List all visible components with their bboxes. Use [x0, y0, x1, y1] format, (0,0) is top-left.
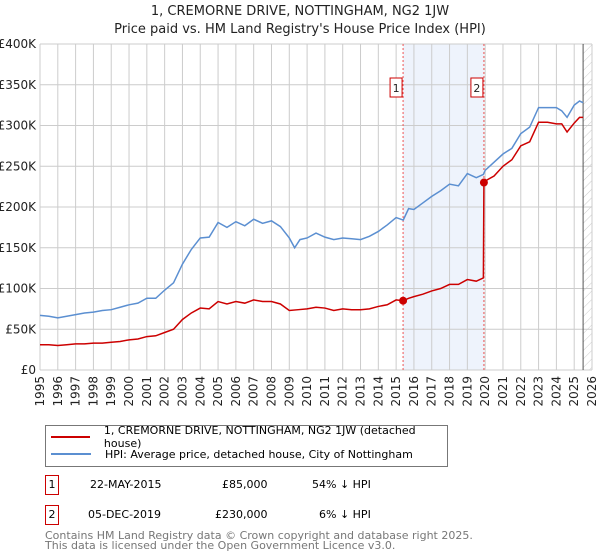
footer-line-1: Contains HM Land Registry data © Crown c… — [45, 529, 473, 542]
x-tick-label: 2020 — [478, 376, 492, 407]
x-tick-label: 2009 — [282, 376, 296, 407]
y-tick-label: £300K — [0, 119, 37, 133]
x-tick-label: 2004 — [193, 376, 207, 407]
x-tick-label: 2017 — [425, 376, 439, 407]
x-tick-label: 2008 — [264, 376, 278, 407]
legend-item-hpi: HPI: Average price, detached house, City… — [46, 446, 413, 462]
x-tick-label: 2024 — [549, 376, 563, 407]
sale-hpi-diff: 6% ↓ HPI — [319, 508, 371, 521]
series-line — [40, 116, 584, 347]
x-tick-label: 1995 — [33, 376, 47, 407]
price-chart: £0 £50K £100K £150K £200K £250K £300K £350K £400… — [0, 37, 599, 407]
legend: 1, CREMORNE DRIVE, NOTTINGHAM, NG2 1JW (… — [45, 424, 448, 467]
sale-point — [399, 296, 408, 305]
x-tick-label: 2026 — [585, 376, 599, 407]
annotation-box — [470, 77, 484, 98]
sale-marker-badge: 2 — [45, 505, 59, 525]
sale-price: £230,000 — [215, 508, 268, 521]
sale-point — [479, 178, 488, 187]
x-tick-label: 2014 — [371, 376, 385, 407]
chart-subtitle: Price paid vs. HM Land Registry's House … — [114, 22, 486, 37]
annotation-label: 2 — [473, 82, 480, 95]
y-tick-label: £50K — [5, 322, 37, 336]
x-tick-label: 2012 — [336, 376, 350, 407]
x-tick-label: 2005 — [211, 376, 225, 407]
x-tick-label: 1998 — [86, 376, 100, 407]
y-tick-label: £0 — [21, 363, 36, 377]
x-tick-label: 1997 — [69, 376, 83, 407]
annotation-box — [389, 77, 403, 98]
footer-line-2: This data is licensed under the Open Gov… — [45, 539, 396, 552]
sale-date: 22-MAY-2015 — [90, 478, 162, 491]
footer: Contains HM Land Registry data © Crown c… — [45, 529, 473, 552]
x-tick-label: 2022 — [514, 376, 528, 407]
y-tick-label: £250K — [0, 159, 37, 173]
x-tick-label: 2006 — [229, 376, 243, 407]
chart-title: 1, CREMORNE DRIVE, NOTTINGHAM, NG2 1JW — [150, 4, 450, 19]
x-tick-label: 2003 — [175, 376, 189, 407]
x-tick-label: 2016 — [407, 376, 421, 407]
legend-blue-line — [51, 453, 91, 455]
x-tick-label: 2023 — [532, 376, 546, 407]
y-tick-label: £400K — [0, 37, 37, 51]
x-tick-label: 2011 — [318, 376, 332, 407]
y-tick-label: £200K — [0, 200, 37, 214]
legend-item-property: 1, CREMORNE DRIVE, NOTTINGHAM, NG2 1JW (… — [46, 424, 447, 450]
x-tick-label: 2010 — [300, 376, 314, 407]
annotation-label: 1 — [393, 82, 400, 95]
sale-hpi-diff: 54% ↓ HPI — [312, 478, 371, 491]
x-tick-label: 2021 — [496, 376, 510, 407]
x-tick-label: 2015 — [389, 376, 403, 407]
table-row: 1 22-MAY-2015 £85,000 54% ↓ HPI — [45, 475, 445, 495]
y-tick-label: £350K — [0, 78, 37, 92]
x-tick-label: 2000 — [122, 376, 136, 407]
x-tick-label: 2019 — [460, 376, 474, 407]
x-tick-label: 2018 — [443, 376, 457, 407]
sale-price: £85,000 — [222, 478, 268, 491]
x-tick-label: 2025 — [567, 376, 581, 407]
x-tick-label: 1999 — [104, 376, 118, 407]
table-row: 2 05-DEC-2019 £230,000 6% ↓ HPI — [45, 505, 445, 525]
x-tick-label: 1996 — [51, 376, 65, 407]
sale-date: 05-DEC-2019 — [88, 508, 162, 521]
x-tick-label: 2002 — [158, 376, 172, 407]
legend-label: 1, CREMORNE DRIVE, NOTTINGHAM, NG2 1JW (… — [103, 424, 416, 450]
y-tick-label: £150K — [0, 241, 37, 255]
legend-red-line — [51, 436, 90, 438]
x-tick-label: 2013 — [354, 376, 368, 407]
y-tick-label: £100K — [0, 282, 37, 296]
series-line — [39, 100, 584, 319]
legend-label: HPI: Average price, detached house, City… — [105, 447, 413, 461]
x-tick-label: 2007 — [247, 376, 261, 407]
sale-marker-badge: 1 — [45, 475, 59, 495]
x-tick-label: 2001 — [140, 376, 154, 407]
